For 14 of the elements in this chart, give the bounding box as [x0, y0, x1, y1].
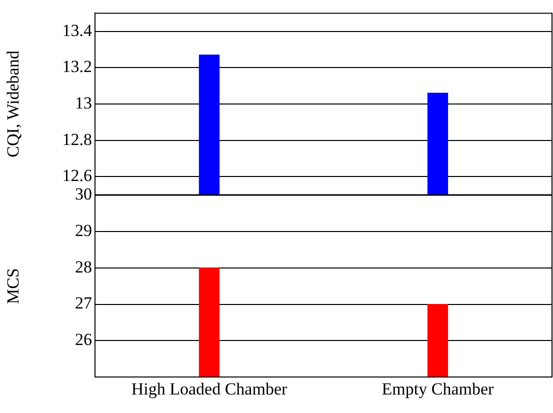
y-axis-title: MCS	[4, 268, 23, 304]
y-tick-label: 13.2	[62, 57, 92, 76]
x-tick-label: High Loaded Chamber	[131, 380, 288, 399]
y-tick-label: 12.8	[62, 130, 92, 149]
y-tick-label: 26	[75, 330, 92, 350]
y-axis-title: CQI, Wideband	[4, 50, 23, 158]
y-tick-label: 29	[75, 221, 92, 240]
y-tick-label: 28	[75, 257, 92, 276]
x-tick-label: Empty Chamber	[382, 380, 494, 399]
y-tick-label: 27	[75, 294, 92, 313]
y-tick-label: 30	[75, 184, 92, 204]
y-tick-label: 13.4	[62, 20, 92, 40]
y-tick-label: 13	[75, 93, 92, 112]
y-tick-label: 12.6	[62, 166, 92, 186]
